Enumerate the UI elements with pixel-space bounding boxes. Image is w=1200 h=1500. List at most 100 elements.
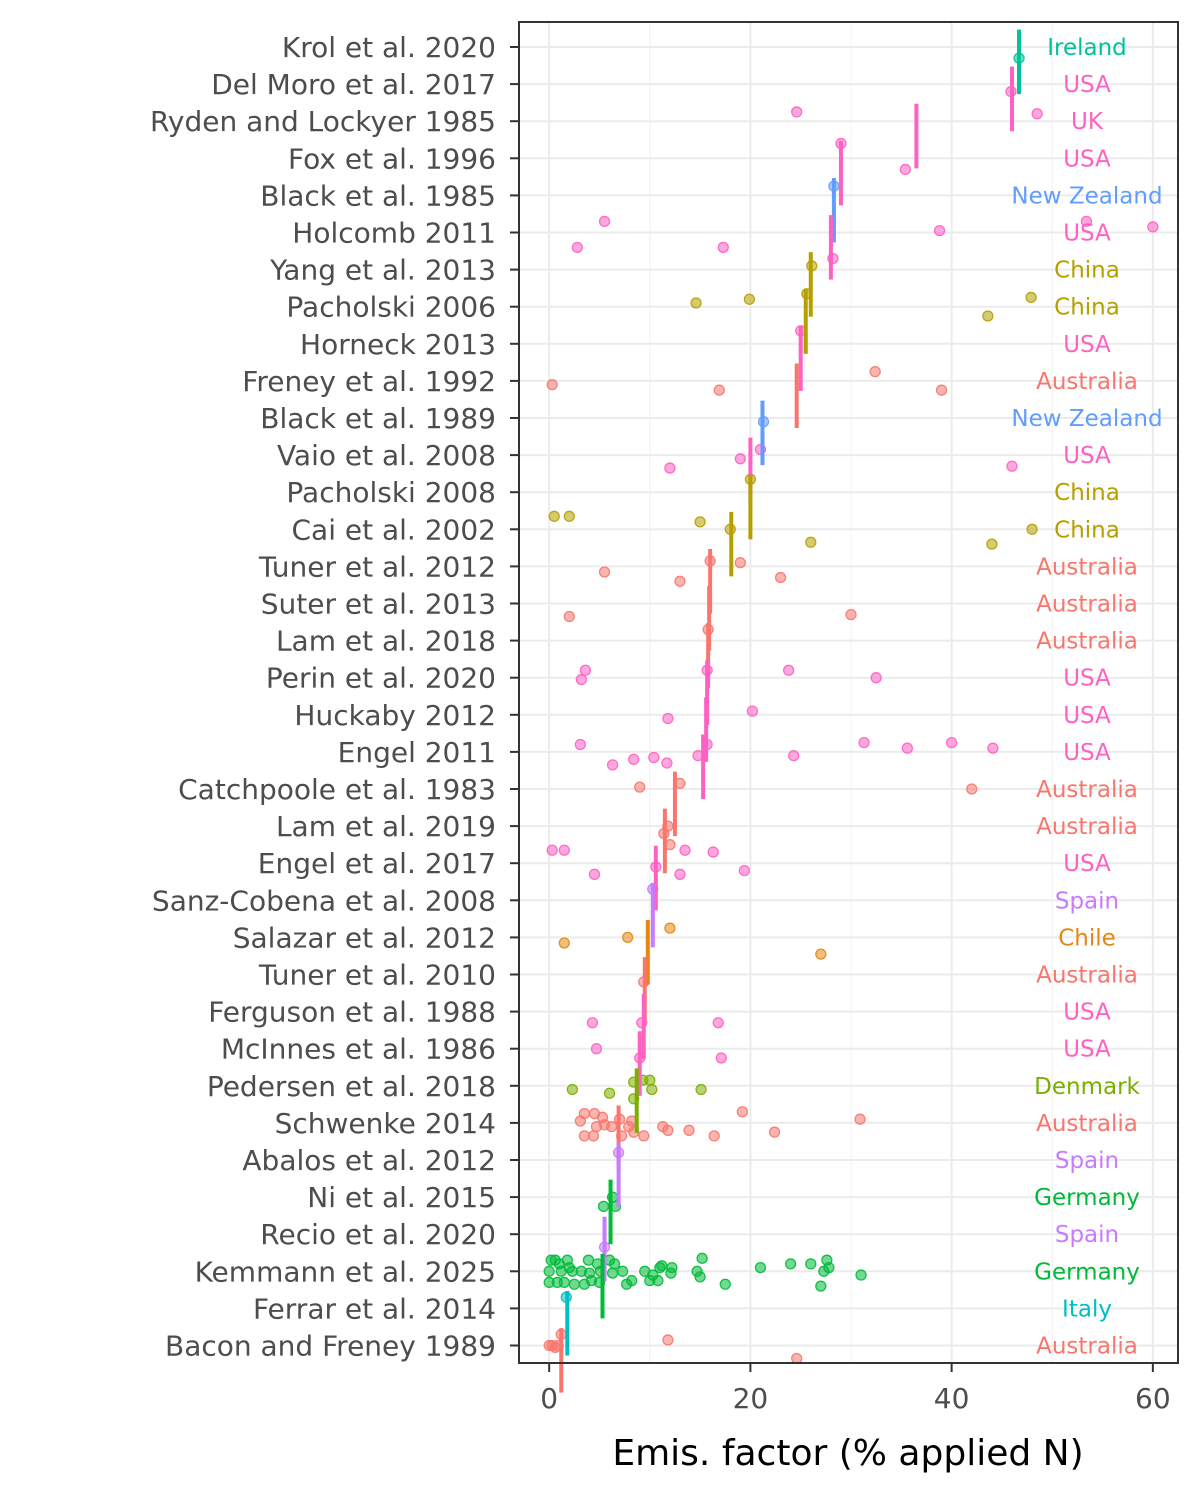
measurement-point xyxy=(855,1269,867,1281)
country-label: China xyxy=(1054,295,1120,321)
measurement-point xyxy=(736,1106,749,1118)
measurement-point xyxy=(664,922,676,934)
measurement-point xyxy=(648,751,660,764)
measurement-point xyxy=(568,1278,580,1290)
measurement-point xyxy=(666,1261,678,1274)
country-label: Australia xyxy=(1036,629,1138,655)
study-label: Del Moro et al. 2017 xyxy=(211,68,496,101)
measurement-point xyxy=(694,516,706,528)
measurement-point xyxy=(854,1113,866,1125)
study-label: Catchpoole et al. 1983 xyxy=(178,773,496,806)
study-label: Sanz-Cobena et al. 2008 xyxy=(152,884,496,917)
measurement-point xyxy=(598,566,611,578)
measurement-point xyxy=(987,742,999,754)
country-label: Spain xyxy=(1055,1222,1119,1248)
country-label: New Zealand xyxy=(1011,183,1162,209)
measurement-point xyxy=(815,1280,827,1292)
country-label: USA xyxy=(1063,443,1111,469)
measurement-point xyxy=(661,757,673,769)
country-label: Australia xyxy=(1036,1334,1138,1360)
study-label: Schwenke 2014 xyxy=(275,1107,496,1140)
measurement-point xyxy=(606,759,619,771)
measurement-point xyxy=(784,1258,797,1270)
country-label: Australia xyxy=(1036,777,1138,803)
measurement-point xyxy=(598,215,611,228)
measurement-point xyxy=(546,378,558,391)
measurement-point xyxy=(734,557,746,569)
country-label: New Zealand xyxy=(1011,406,1162,432)
country-label: Australia xyxy=(1036,814,1138,840)
study-label: Lam et al. 2018 xyxy=(276,625,496,658)
measurement-point xyxy=(571,241,584,253)
study-label: Pedersen et al. 2018 xyxy=(207,1070,496,1103)
measurement-point xyxy=(869,365,881,378)
measurement-point xyxy=(815,948,827,960)
country-label: Australia xyxy=(1036,554,1138,580)
country-label: China xyxy=(1054,480,1120,506)
points-layer xyxy=(543,52,1159,1365)
country-label: Australia xyxy=(1036,1111,1138,1137)
country-label: Denmark xyxy=(1034,1074,1140,1100)
study-label: Cai et al. 2002 xyxy=(292,513,497,546)
measurement-point xyxy=(738,864,751,877)
measurement-point xyxy=(586,1017,599,1029)
measurement-point xyxy=(563,510,575,522)
measurement-point xyxy=(845,608,857,621)
country-label: USA xyxy=(1063,740,1111,766)
measurement-point xyxy=(579,664,592,676)
measurement-point xyxy=(638,1130,650,1142)
measurement-point xyxy=(664,462,676,474)
country-label: USA xyxy=(1063,146,1111,172)
measurement-point xyxy=(558,1276,570,1289)
x-tick-label: 40 xyxy=(934,1382,970,1415)
measurement-point xyxy=(622,931,634,944)
measurement-point xyxy=(715,1052,727,1064)
country-label: USA xyxy=(1063,72,1111,98)
measurement-point xyxy=(743,293,756,305)
measurement-point xyxy=(634,781,646,793)
country-label: USA xyxy=(1063,221,1111,247)
study-label: Tuner et al. 2012 xyxy=(258,550,496,583)
study-label: Horneck 2013 xyxy=(300,328,496,361)
study-label: Huckaby 2012 xyxy=(294,699,496,732)
study-label: Ryden and Lockyer 1985 xyxy=(150,105,496,138)
measurement-point xyxy=(603,1087,616,1099)
country-label: Italy xyxy=(1062,1296,1112,1322)
country-label: Germany xyxy=(1034,1185,1140,1211)
country-label: Australia xyxy=(1036,369,1138,395)
country-label: USA xyxy=(1063,332,1111,358)
measurement-point xyxy=(574,738,587,751)
study-label: Krol et al. 2020 xyxy=(282,31,496,64)
x-tick-label: 0 xyxy=(540,1382,558,1415)
measurement-point xyxy=(870,672,882,684)
measurement-point xyxy=(674,575,686,587)
measurement-point xyxy=(1080,215,1093,228)
country-label: UK xyxy=(1071,109,1104,135)
measurement-point xyxy=(546,844,558,856)
country-label: USA xyxy=(1063,703,1111,729)
country-label: USA xyxy=(1063,1000,1111,1026)
measurement-point xyxy=(782,664,795,676)
study-label: Abalos et al. 2012 xyxy=(242,1144,496,1177)
country-label: Germany xyxy=(1034,1259,1140,1285)
measurement-point xyxy=(945,736,958,749)
measurement-point xyxy=(596,1111,609,1123)
measurement-point xyxy=(774,571,787,584)
country-label-layer: Ireland USA UK USA New Zealand USA China China U… xyxy=(1011,35,1162,1360)
measurement-point xyxy=(583,1267,596,1279)
measurement-point xyxy=(708,1130,720,1142)
study-label: Pacholski 2008 xyxy=(286,476,496,509)
measurement-point xyxy=(734,453,746,465)
measurement-point xyxy=(548,510,560,522)
study-label: Engel 2011 xyxy=(338,736,496,769)
means-layer xyxy=(559,29,1022,1393)
measurement-point xyxy=(1025,291,1037,304)
country-label: Australia xyxy=(1036,592,1138,618)
study-label: Engel et al. 2017 xyxy=(258,847,496,880)
study-label: Yang et al. 2013 xyxy=(269,254,496,287)
country-label: Spain xyxy=(1055,888,1119,914)
plot-panel-border xyxy=(518,21,1179,1364)
country-label: USA xyxy=(1063,666,1111,692)
measurement-point xyxy=(935,384,948,396)
